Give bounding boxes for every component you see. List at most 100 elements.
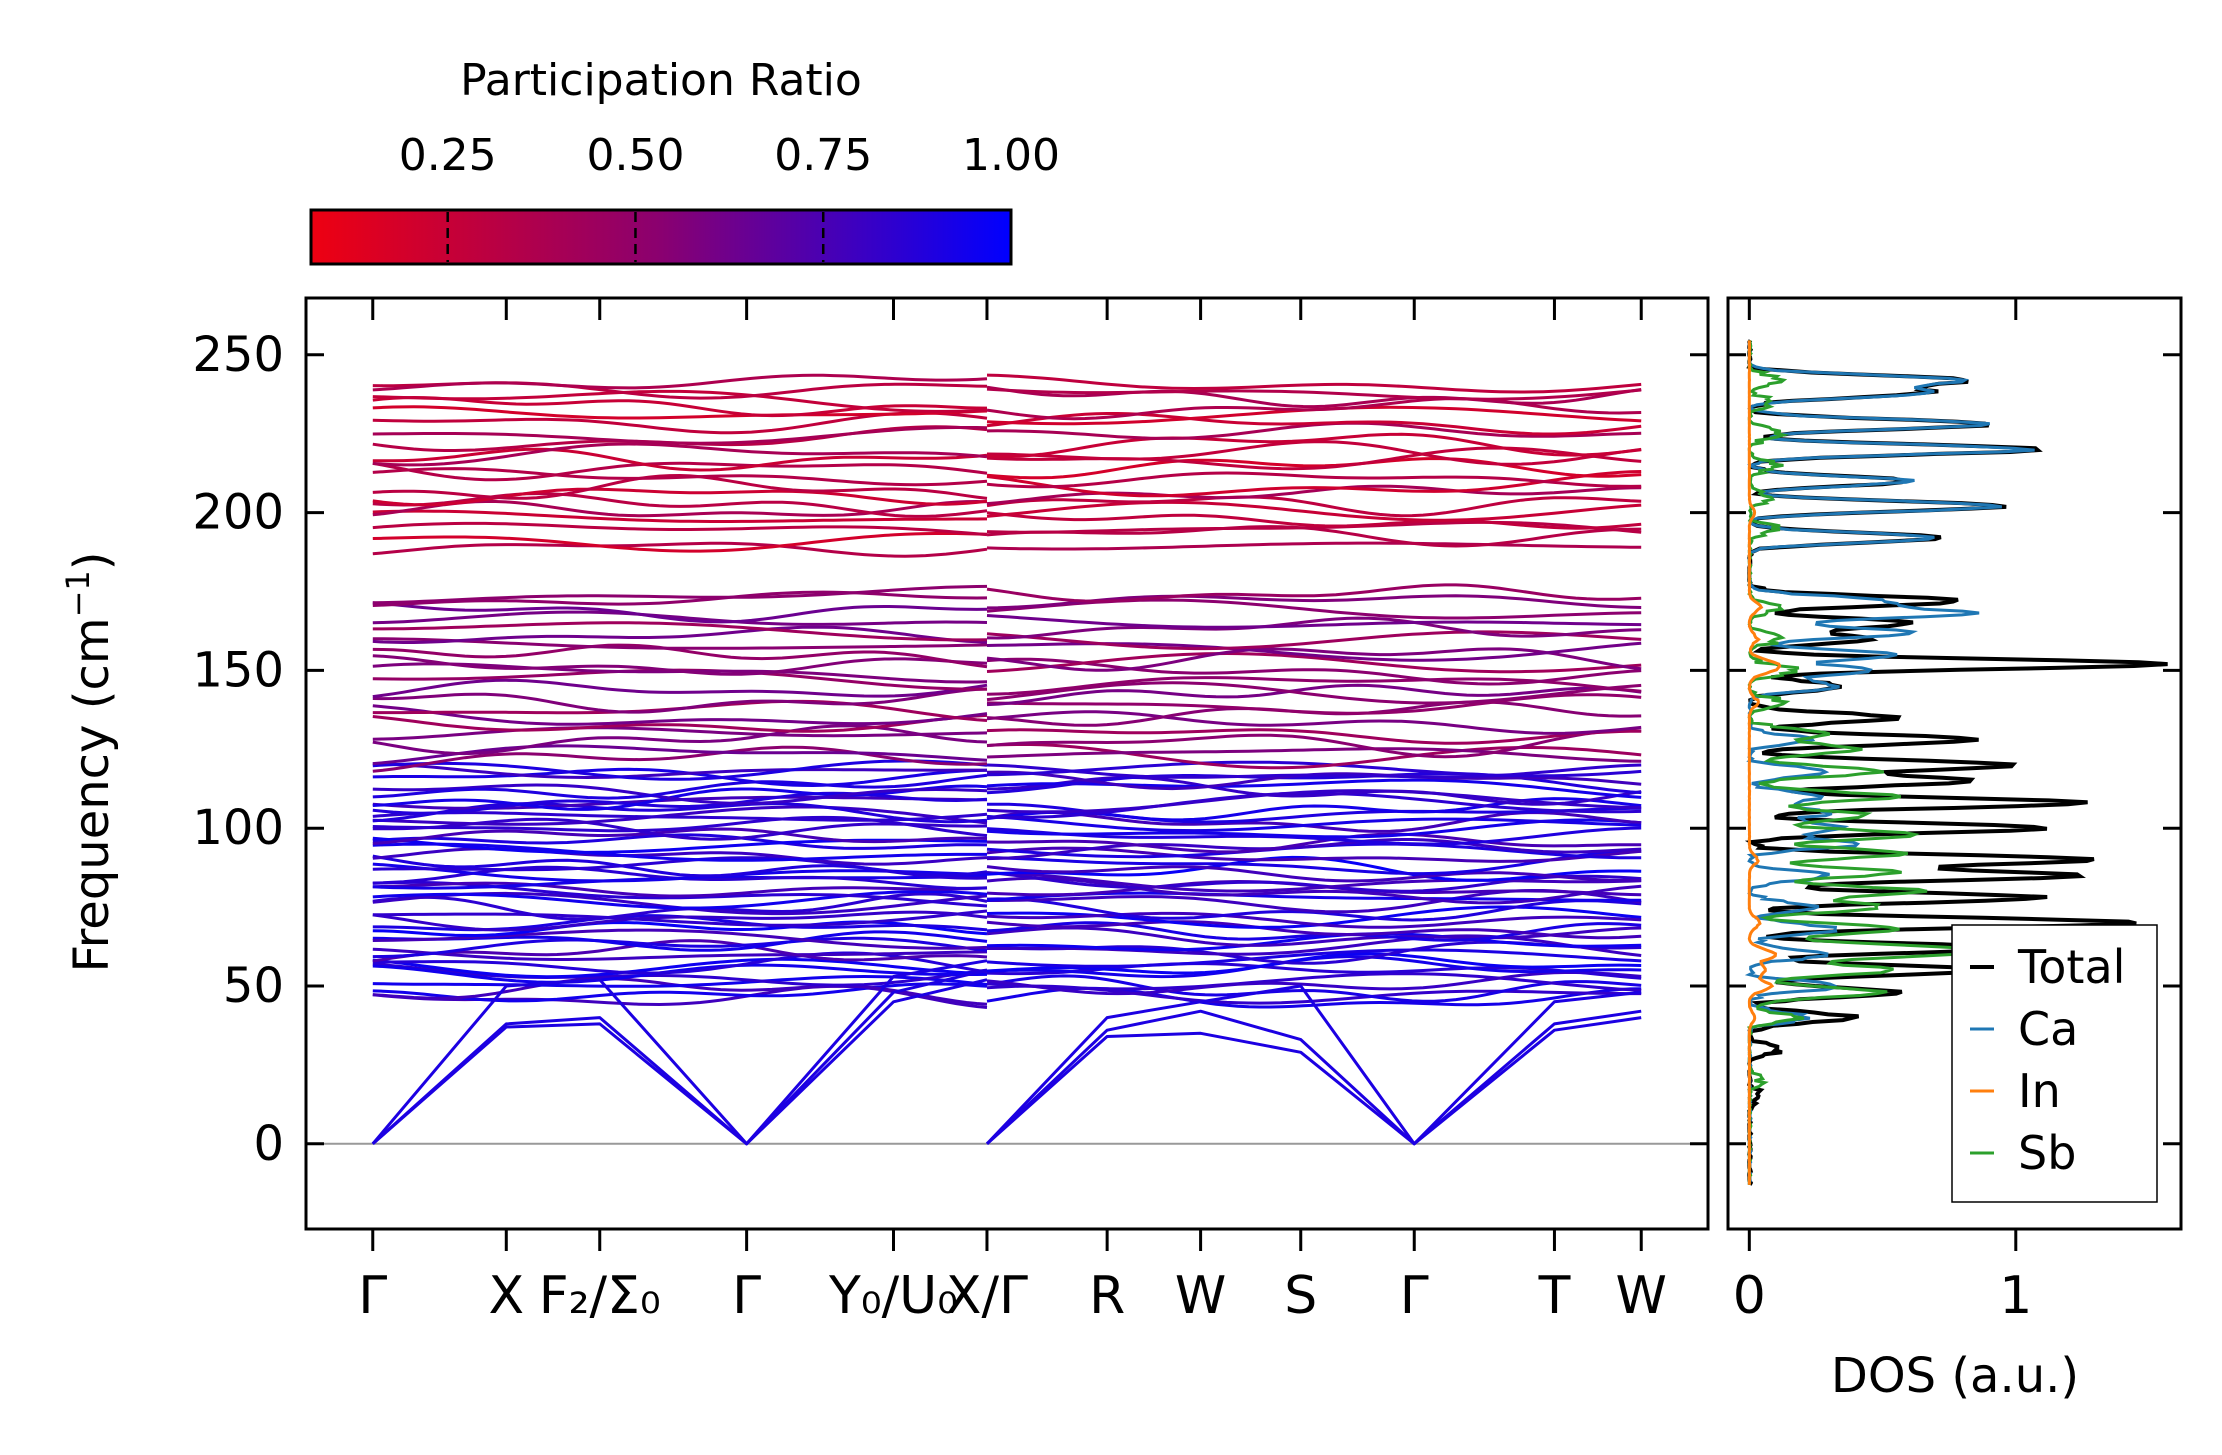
optical-branch <box>372 910 988 932</box>
optical-branch <box>986 470 1642 498</box>
band-x-ticks: Γ X F₂/Σ₀ Γ Y₀/U₀X/Γ R W S Γ T W <box>358 298 1667 1326</box>
optical-branch <box>986 871 1642 893</box>
dos-x-axis-label: DOS (a.u.) <box>1831 1348 2079 1404</box>
optical-branch <box>986 849 1642 876</box>
optical-branch <box>372 426 988 445</box>
optical-branch <box>986 948 1642 968</box>
x-tick-label: R <box>1089 1266 1125 1326</box>
acoustic-branch-LA <box>371 959 1642 1146</box>
y-tick-label: 100 <box>192 800 284 856</box>
x-tick-label: Y₀/U₀ <box>828 1266 958 1326</box>
optical-branch <box>986 511 1642 530</box>
optical-branch <box>986 500 1642 522</box>
optical-branch <box>372 492 988 518</box>
x-tick-label: Γ <box>732 1266 761 1326</box>
y-tick-label: 150 <box>192 642 284 698</box>
legend-frame <box>1951 924 2158 1203</box>
optical-branch <box>986 396 1642 421</box>
optical-branch <box>986 742 1642 770</box>
optical-branch <box>986 775 1642 806</box>
optical-branch <box>986 728 1642 745</box>
legend-label-ca: Ca <box>2018 1002 2078 1056</box>
optical-branch <box>372 759 988 781</box>
optical-branch <box>986 614 1642 629</box>
optical-branch <box>986 683 1642 707</box>
optical-branch <box>986 972 1642 992</box>
colorbar-ticks: 0.25 0.50 0.75 1.00 <box>399 130 1060 262</box>
band-y-ticks: 0 50 100 150 200 250 <box>192 327 1708 1172</box>
optical-branch <box>372 805 988 826</box>
optical-branch <box>986 760 1642 778</box>
optical-branch <box>372 509 988 523</box>
optical-branch <box>986 541 1642 551</box>
optical-branch <box>986 814 1642 833</box>
optical-branch <box>986 440 1642 466</box>
optical-branch <box>372 880 988 908</box>
optical-branch <box>372 590 988 607</box>
optical-branch <box>372 762 988 780</box>
optical-branch <box>986 932 1642 952</box>
dos-lines <box>1744 339 2168 1186</box>
optical-branch <box>986 471 1642 489</box>
optical-branch <box>372 962 988 987</box>
optical-branch <box>372 678 988 699</box>
optical-branch <box>372 726 988 741</box>
acoustic-branch-TA1 <box>371 978 1642 1146</box>
optical-branch <box>986 385 1642 409</box>
optical-branch <box>986 651 1642 674</box>
optical-branch <box>372 487 988 507</box>
optical-branch <box>372 724 988 756</box>
optical-branch <box>986 952 1642 975</box>
dos-x-tick-label: 1 <box>1999 1266 2032 1326</box>
optical-branch <box>372 643 988 669</box>
optical-branch <box>372 974 988 988</box>
optical-branch <box>372 939 988 963</box>
optical-branch <box>986 974 1642 1003</box>
x-tick-label: X <box>488 1266 524 1326</box>
optical-branch <box>372 767 988 788</box>
optical-branch <box>372 854 988 878</box>
optical-branch <box>372 621 988 642</box>
y-tick-label: 50 <box>223 958 284 1014</box>
optical-branch <box>372 783 988 806</box>
dos-axes-frame <box>1726 296 2183 1231</box>
optical-branch <box>986 373 1642 394</box>
optical-branch <box>372 833 988 850</box>
optical-branch <box>372 405 988 420</box>
optical-branch <box>372 389 988 413</box>
optical-branch <box>372 936 988 959</box>
dos-legend: Total Ca In Sb <box>1951 924 2158 1203</box>
colorbar-title: Participation Ratio <box>460 55 862 106</box>
optical-branch <box>372 745 988 773</box>
optical-branch <box>372 541 988 558</box>
colorbar-tick-label: 0.25 <box>399 130 497 181</box>
optical-branch <box>372 687 988 714</box>
optical-branch <box>372 442 988 467</box>
optical-branch <box>372 584 988 605</box>
optical-branch <box>372 521 988 537</box>
optical-branch <box>372 791 988 815</box>
optical-branch <box>986 747 1642 763</box>
x-tick-label: W <box>1175 1266 1226 1326</box>
optical-branch <box>986 871 1642 893</box>
legend-label-sb: Sb <box>2018 1126 2076 1180</box>
optical-branch <box>986 657 1642 686</box>
optical-branch <box>372 811 988 822</box>
optical-branch <box>986 926 1642 947</box>
optical-branch <box>372 637 988 650</box>
optical-branch <box>986 789 1642 814</box>
optical-branch <box>986 421 1642 440</box>
x-tick-label: T <box>1538 1266 1571 1326</box>
y-tick-label: 250 <box>192 327 284 383</box>
optical-branch <box>372 395 988 418</box>
y-tick-label: 0 <box>253 1116 284 1172</box>
optical-branch <box>986 583 1642 603</box>
x-tick-label: Γ <box>1400 1266 1429 1326</box>
optical-branch <box>986 432 1642 459</box>
optical-branch <box>372 373 988 392</box>
optical-branch <box>986 778 1642 799</box>
colorbar-tick-label: 0.75 <box>774 130 872 181</box>
